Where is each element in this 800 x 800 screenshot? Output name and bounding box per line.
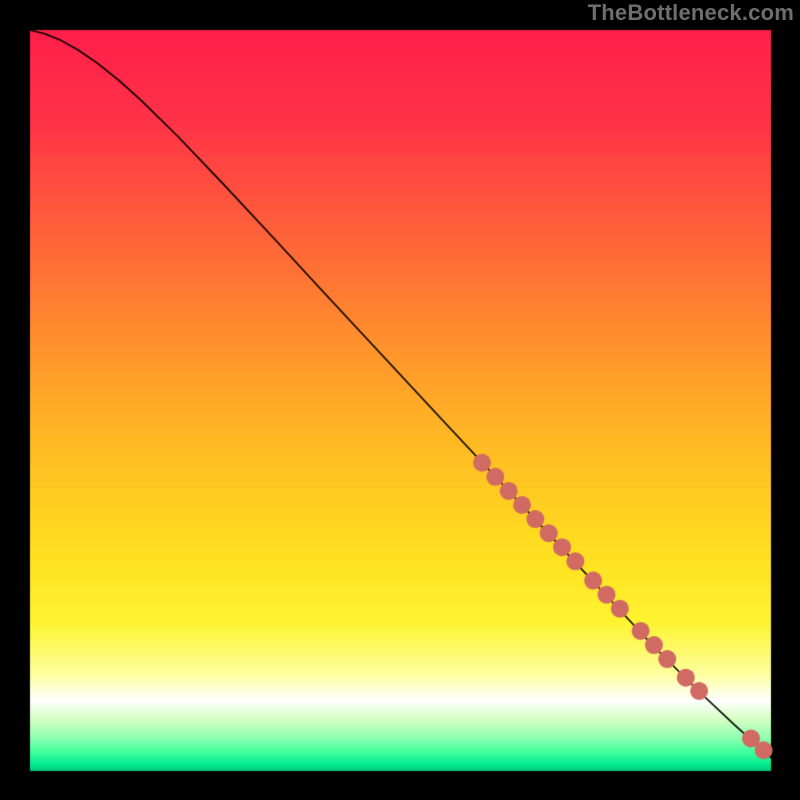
gradient-line-chart bbox=[0, 0, 800, 800]
chart-root: TheBottleneck.com bbox=[0, 0, 800, 800]
